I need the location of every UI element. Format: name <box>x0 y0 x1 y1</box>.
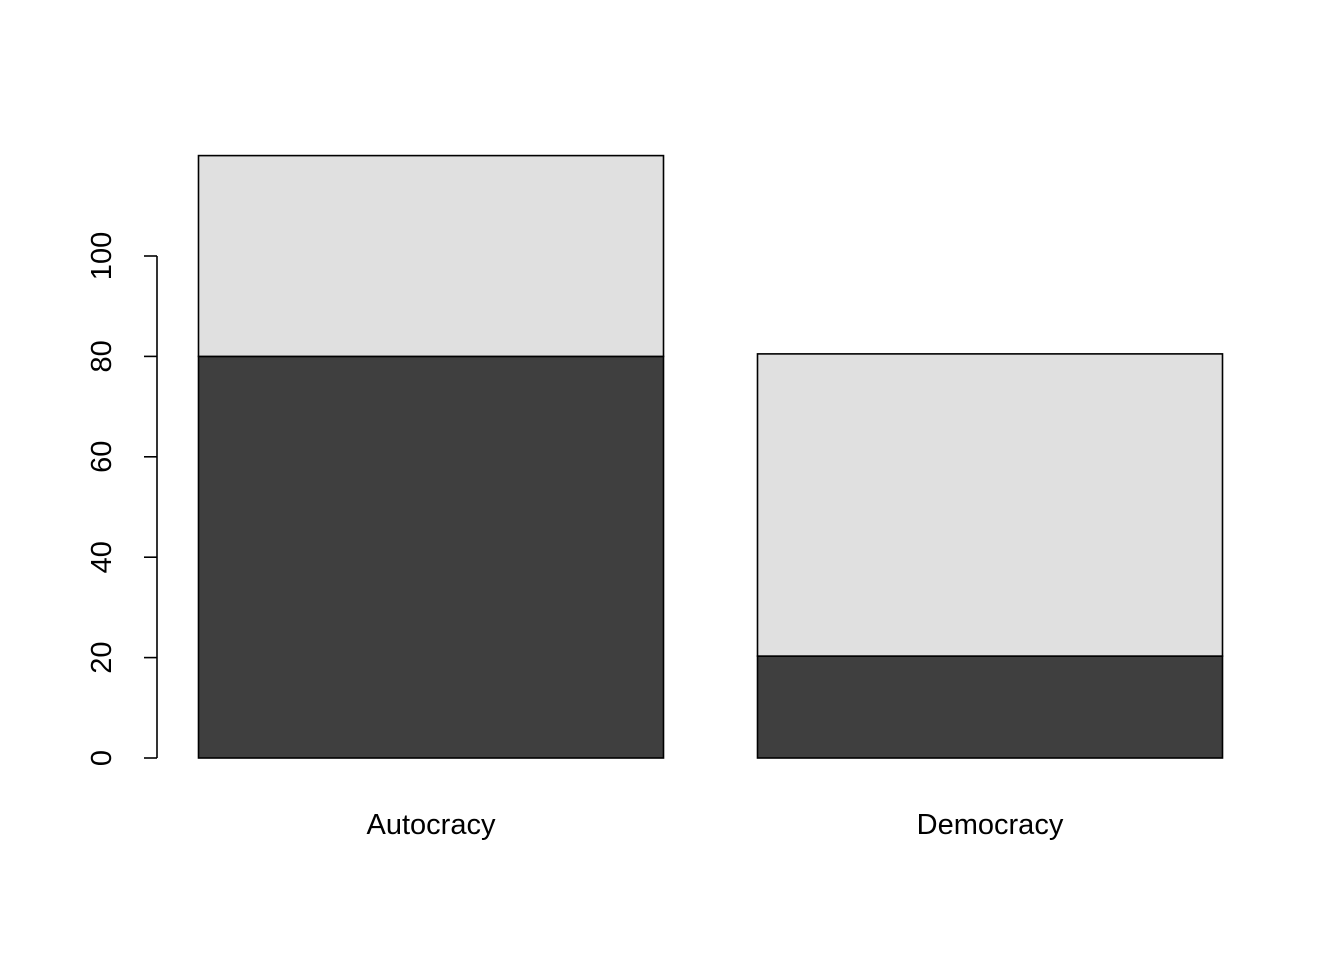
y-tick-label: 20 <box>86 641 118 673</box>
bar-segment-autocracy-1 <box>197 355 665 759</box>
y-tick-label: 60 <box>86 441 118 473</box>
y-tick-label: 80 <box>86 340 118 372</box>
y-tick-label: 100 <box>86 232 118 280</box>
category-label-democracy: Democracy <box>917 809 1064 841</box>
x-axis-labels: Autocracy Democracy <box>367 809 1064 841</box>
bar-segment-autocracy-2 <box>197 154 665 358</box>
bar-segment-democracy-2 <box>756 353 1224 657</box>
y-tick-label: 0 <box>86 750 118 766</box>
y-axis: 0 20 40 60 80 100 <box>86 232 158 766</box>
bars <box>197 154 1224 759</box>
y-tick-label: 40 <box>86 541 118 573</box>
category-label-autocracy: Autocracy <box>367 809 496 841</box>
bar-segment-democracy-1 <box>756 655 1224 759</box>
